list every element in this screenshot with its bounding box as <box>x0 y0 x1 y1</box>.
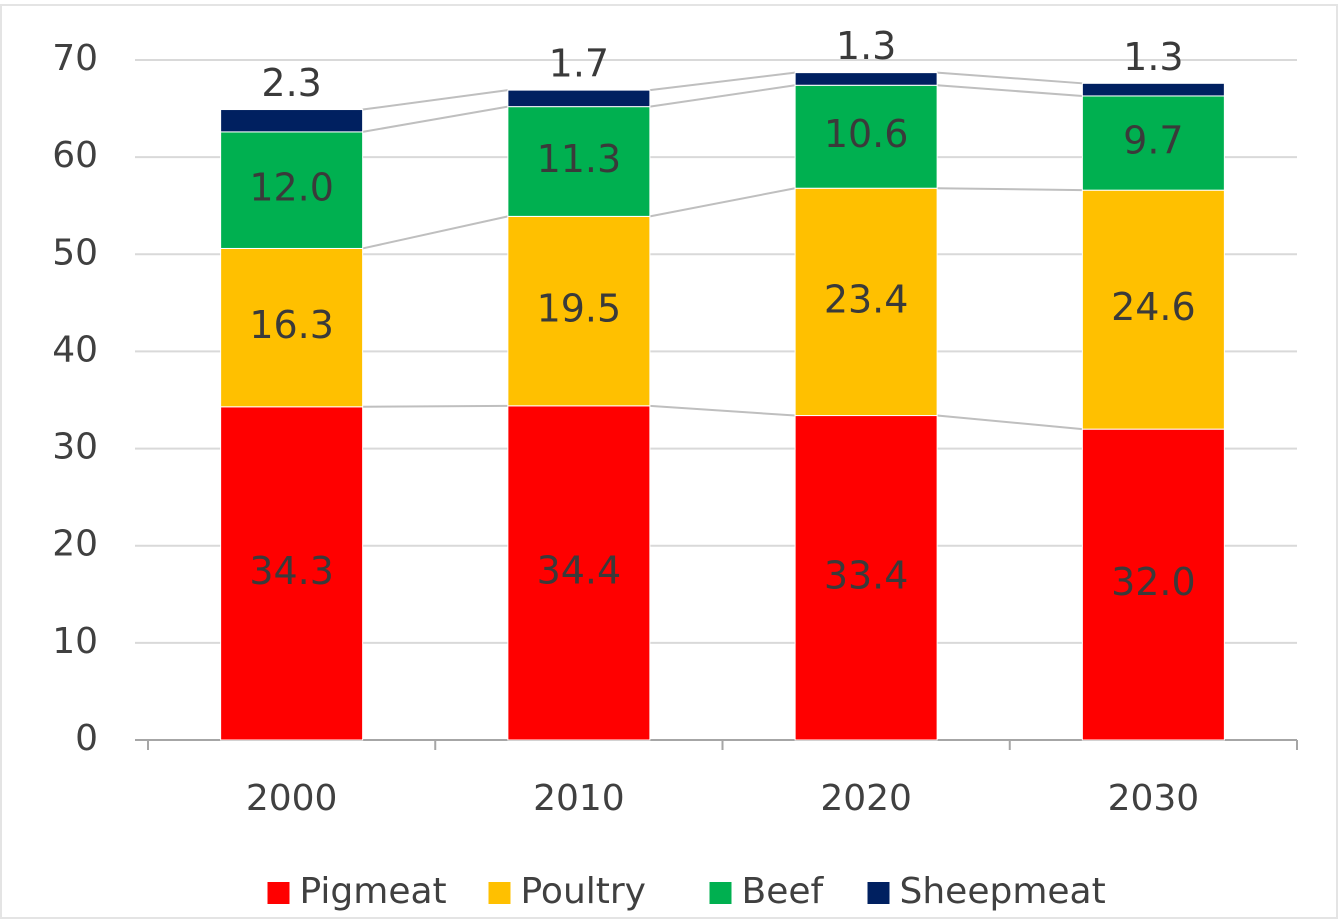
connector-line <box>362 89 509 111</box>
data-label: 1.7 <box>549 42 609 86</box>
data-label: 34.3 <box>249 549 334 593</box>
y-tick-label: 30 <box>52 427 98 468</box>
y-tick-label: 60 <box>52 135 98 176</box>
bar-segment <box>1081 428 1225 741</box>
data-label: 33.4 <box>824 553 909 597</box>
data-label: 2.3 <box>261 61 321 105</box>
legend-swatch <box>488 882 511 904</box>
connector-line <box>937 71 1083 85</box>
data-label: 34.4 <box>537 548 622 592</box>
bar-segment <box>507 405 651 741</box>
x-tick-label: 2020 <box>820 778 912 819</box>
legend-label: Pigmeat <box>300 871 447 912</box>
x-tick-label: 2030 <box>1108 778 1200 819</box>
data-label: 9.7 <box>1123 119 1183 163</box>
connector-line <box>649 187 796 218</box>
legend-swatch <box>267 882 290 904</box>
data-label: 1.3 <box>1123 35 1183 79</box>
connector-line <box>937 187 1083 192</box>
connector-line <box>649 71 796 92</box>
y-tick-label: 40 <box>52 329 98 370</box>
data-label: 10.6 <box>824 112 909 156</box>
bar-segment <box>507 215 651 407</box>
legend-label: Beef <box>742 871 825 912</box>
bar-segment <box>220 247 364 408</box>
bar-segment <box>220 109 364 133</box>
legend-label: Sheepmeat <box>900 871 1106 912</box>
data-label: 11.3 <box>537 137 622 181</box>
data-label: 23.4 <box>824 277 909 321</box>
connector-line <box>362 105 509 133</box>
legend-swatch <box>867 882 890 904</box>
connector-line <box>937 414 1083 431</box>
legend-swatch <box>709 882 732 904</box>
bar-segment <box>794 187 938 417</box>
connector-line <box>937 84 1083 97</box>
connector-line <box>362 404 508 408</box>
data-label: 12.0 <box>249 166 334 210</box>
connector-line <box>649 404 796 417</box>
data-label: 1.3 <box>836 24 896 68</box>
x-tick-label: 2000 <box>246 778 338 819</box>
y-tick-label: 50 <box>52 232 98 273</box>
bar-segment <box>794 84 938 189</box>
bar-segment <box>794 415 938 741</box>
connector-line <box>362 215 509 250</box>
y-tick-label: 20 <box>52 524 98 565</box>
connector-line <box>649 84 796 108</box>
data-label: 24.6 <box>1111 285 1196 329</box>
bar-segment <box>794 72 938 86</box>
data-label: 16.3 <box>249 303 334 347</box>
bar-segment <box>507 89 651 108</box>
legend-label: Poultry <box>521 871 647 912</box>
x-tick-label: 2010 <box>533 778 625 819</box>
bar-segment <box>220 131 364 249</box>
bar-segment <box>507 106 651 217</box>
y-tick-label: 0 <box>75 718 98 759</box>
bar-segment <box>1081 82 1225 97</box>
data-label: 19.5 <box>537 287 622 331</box>
data-label: 32.0 <box>1111 560 1196 604</box>
bar-segment <box>1081 189 1225 430</box>
bar-segment <box>220 406 364 741</box>
y-tick-label: 70 <box>52 38 98 79</box>
y-tick-label: 10 <box>52 621 98 662</box>
bar-segment <box>1081 95 1225 191</box>
